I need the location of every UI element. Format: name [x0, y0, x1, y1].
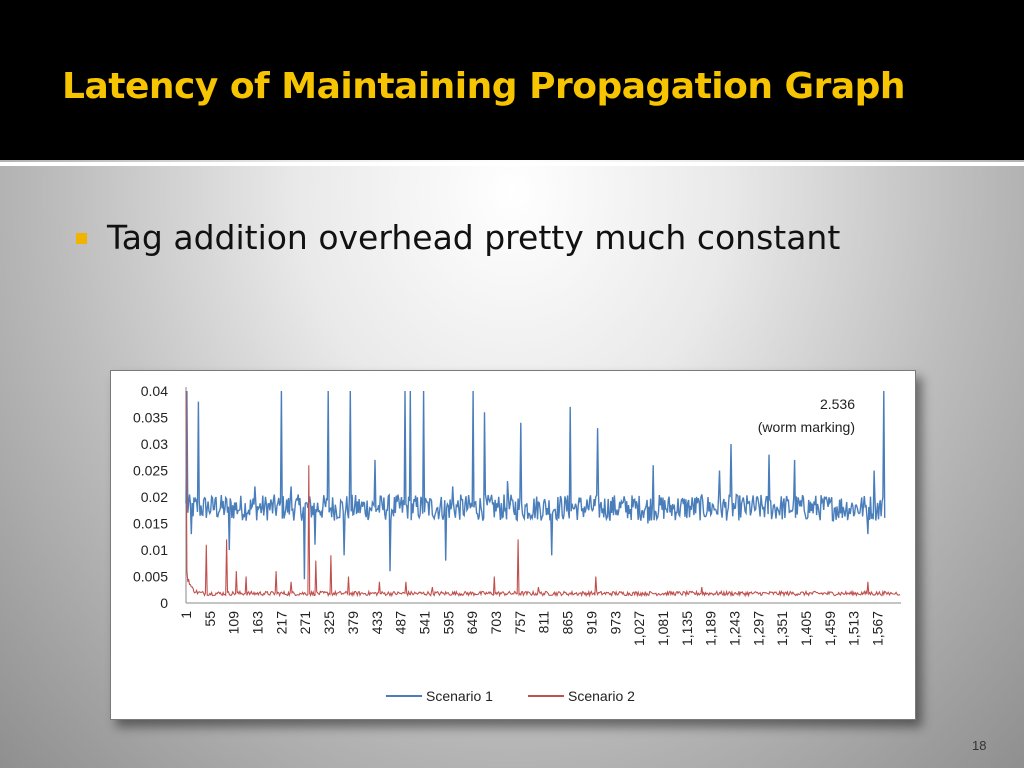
x-tick-label: 1,567 — [870, 611, 886, 646]
legend-label-1: Scenario 1 — [426, 688, 493, 704]
x-tick-label: 541 — [416, 611, 432, 635]
y-tick-label: 0.015 — [133, 516, 168, 532]
y-tick-label: 0.01 — [141, 542, 168, 558]
title-bar: Latency of Maintaining Propagation Graph — [0, 0, 1024, 166]
slide-title: Latency of Maintaining Propagation Graph — [62, 66, 906, 107]
x-tick-label: 1,459 — [822, 611, 838, 646]
annotation-label: (worm marking) — [758, 419, 855, 435]
x-tick-label: 1,513 — [846, 611, 862, 646]
bullet-item: Tag addition overhead pretty much consta… — [76, 218, 840, 257]
x-tick-label: 649 — [464, 611, 480, 635]
square-bullet-icon — [76, 233, 87, 244]
y-tick-label: 0.005 — [133, 569, 168, 585]
series-line-2 — [185, 390, 901, 598]
x-tick-label: 865 — [560, 611, 576, 635]
y-tick-label: 0.025 — [133, 463, 168, 479]
y-tick-label: 0.04 — [141, 383, 168, 399]
x-tick-label: 757 — [512, 611, 528, 635]
slide-number: 18 — [972, 738, 987, 753]
x-tick-label: 1,405 — [798, 611, 814, 646]
x-tick-label: 595 — [440, 611, 456, 635]
x-tick-label: 487 — [393, 611, 409, 635]
x-tick-label: 1,351 — [774, 611, 790, 646]
x-tick-label: 1,189 — [703, 611, 719, 646]
x-tick-label: 379 — [345, 611, 361, 635]
x-tick-label: 163 — [250, 611, 266, 635]
x-tick-label: 919 — [583, 611, 599, 635]
x-tick-label: 973 — [607, 611, 623, 635]
y-tick-label: 0 — [160, 595, 168, 611]
x-tick-label: 55 — [202, 611, 218, 627]
y-tick-label: 0.02 — [141, 489, 168, 505]
x-tick-label: 109 — [226, 611, 242, 635]
bullet-text: Tag addition overhead pretty much consta… — [107, 218, 841, 257]
x-tick-label: 703 — [488, 611, 504, 635]
latency-chart: 0.04 0.035 0.03 0.025 0.02 0.015 0.01 0.005 0 1 55… — [133, 383, 901, 704]
x-tick-label: 433 — [369, 611, 385, 635]
x-tick-label: 1,081 — [655, 611, 671, 646]
x-tick-label: 1 — [178, 611, 194, 619]
legend-label-2: Scenario 2 — [568, 688, 635, 704]
annotation-value: 2.536 — [820, 396, 855, 412]
x-tick-label: 1,027 — [631, 611, 647, 646]
x-tick-label: 217 — [273, 611, 289, 635]
chart-frame: 0.04 0.035 0.03 0.025 0.02 0.015 0.01 0.005 0 1 55… — [110, 370, 916, 720]
series-line-1 — [185, 390, 886, 580]
y-tick-label: 0.035 — [133, 410, 168, 426]
x-tick-label: 271 — [297, 611, 313, 635]
x-tick-label: 1,243 — [727, 611, 743, 646]
x-tick-label: 811 — [536, 611, 552, 634]
x-tick-label: 325 — [321, 611, 337, 635]
x-tick-label: 1,135 — [679, 611, 695, 646]
x-tick-label: 1,297 — [750, 611, 766, 646]
y-tick-label: 0.03 — [141, 436, 168, 452]
